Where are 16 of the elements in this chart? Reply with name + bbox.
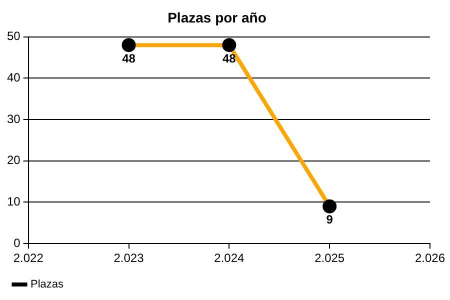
chart-title: Plazas por año xyxy=(168,9,266,26)
y-tick-label: 50 xyxy=(6,29,21,44)
y-tick-label: 0 xyxy=(14,236,21,250)
y-tick-label: 40 xyxy=(6,70,21,84)
data-label: 48 xyxy=(222,51,236,66)
x-tick-label: 2.024 xyxy=(214,251,245,266)
y-tick-label: 10 xyxy=(6,194,21,209)
y-tick-label: 30 xyxy=(6,112,21,126)
legend-label: Plazas xyxy=(30,278,64,291)
x-tick-label: 2.022 xyxy=(13,251,44,266)
data-label: 48 xyxy=(122,51,136,66)
y-tick-label: 20 xyxy=(6,153,21,168)
x-tick-label: 2.025 xyxy=(314,251,345,266)
x-tick-label: 2.023 xyxy=(114,251,144,266)
data-label: 9 xyxy=(326,212,334,227)
x-tick-label: 2.026 xyxy=(414,251,446,266)
